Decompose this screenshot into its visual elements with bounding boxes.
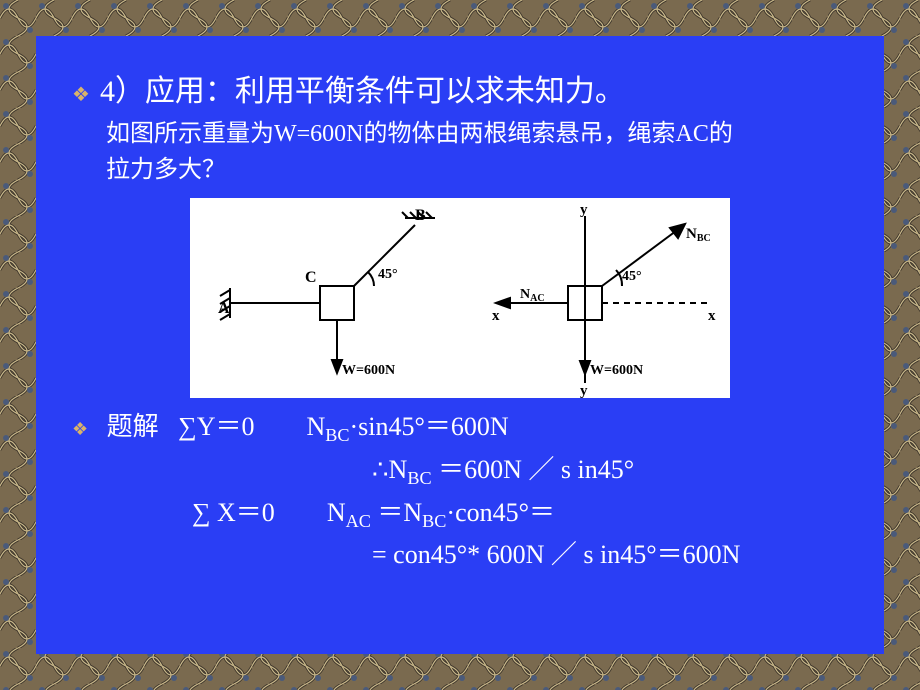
title-line: ❖ 4）应用：利用平衡条件可以求未知力。 [72,66,848,110]
svg-text:NBC: NBC [686,226,711,244]
sol-label: 题解 ∑Y＝0 NBC·sin45°＝600N [100,406,509,446]
sol-label-text: 题解 [107,412,159,441]
slide-body: ❖ 4）应用：利用平衡条件可以求未知力。 如图所示重量为W=600N的物体由两根… [36,36,884,654]
sol-row-1: ❖ 题解 ∑Y＝0 NBC·sin45°＝600N [72,406,848,446]
sub-bc-2: BC [407,468,431,488]
force-diagram: A C B 45° W=600N [190,198,730,398]
svg-text:NAC: NAC [520,287,545,304]
sol-row-3: ∑ X＝0 NAC ＝NBC·con45°＝ [192,493,848,535]
eqX-eq: ＝N [371,498,422,527]
eqX-N1: N [327,498,346,527]
therefore-N: ∴N [372,455,407,484]
eqX: ∑ X＝0 [192,498,275,527]
sub-ac-1: AC [346,511,371,531]
slide-frame: ❖ 4）应用：利用平衡条件可以求未知力。 如图所示重量为W=600N的物体由两根… [0,0,920,690]
problem-line2: 拉力多大？ [106,152,848,188]
svg-text:x: x [708,308,716,324]
svg-text:C: C [305,269,317,286]
svg-text:B: B [415,207,426,224]
sub-bc-1: BC [325,425,349,445]
svg-text:y: y [580,202,588,218]
bullet-icon: ❖ [72,82,90,107]
sub-bc-3: BC [422,511,446,531]
svg-text:W=600N: W=600N [342,363,395,378]
sol-row-4: = con45°* 600N ／ s in45°＝600N [372,535,848,574]
eqX-rest: ·con45°＝ [446,498,555,527]
svg-text:y: y [580,383,588,398]
bullet-icon: ❖ [72,419,88,440]
solution-block: ❖ 题解 ∑Y＝0 NBC·sin45°＝600N ∴NBC ＝600N ／ s… [72,406,848,574]
svg-text:W=600N: W=600N [590,363,643,378]
diagram-box: A C B 45° W=600N [190,198,730,398]
eqY-N: N [306,412,325,441]
eqY: ∑Y＝0 [178,412,254,441]
eqY-rest: ·sin45°＝600N [350,412,509,441]
title-text: 4）应用：利用平衡条件可以求未知力。 [100,66,625,110]
svg-text:45°: 45° [378,267,398,282]
sol-row-2: ∴NBC ＝600N ／ s in45° [372,450,848,492]
svg-text:45°: 45° [622,269,642,284]
therefore-rest: ＝600N ／ s in45° [432,455,635,484]
svg-text:A: A [218,300,230,317]
svg-text:x: x [492,308,500,324]
problem-line1: 如图所示重量为W=600N的物体由两根绳索悬吊，绳索AC的 [106,116,848,152]
